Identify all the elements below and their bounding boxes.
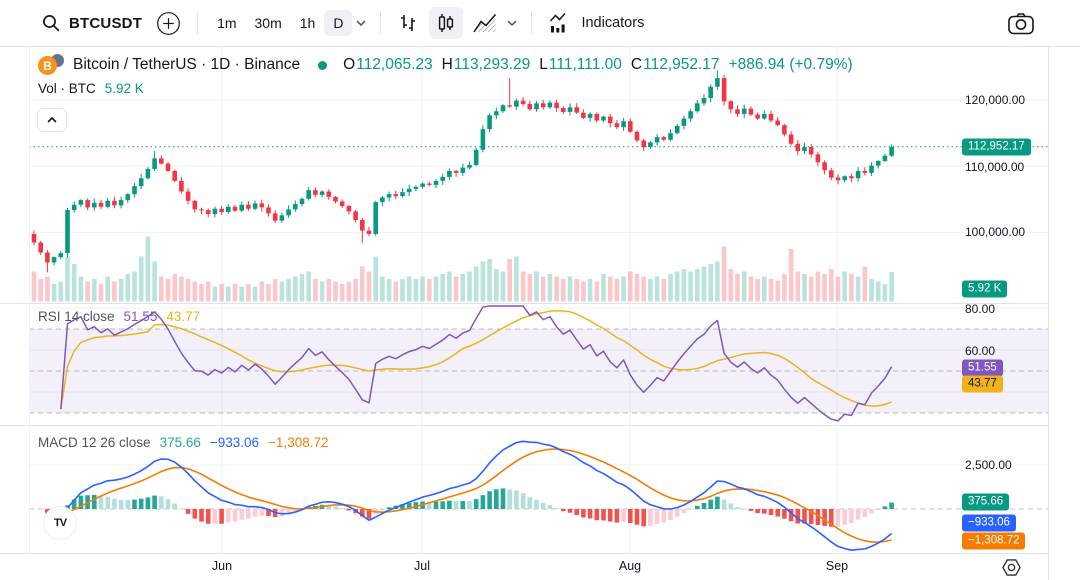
rsi-value-badge: 51.55 [962,359,1003,377]
month-label-aug: Aug [618,559,642,573]
volume-label: Vol · BTC [38,81,96,96]
rsi-axis-label-80: 80.00 [965,302,996,316]
toolbar-separator [380,12,382,34]
rsi-axis-label-60: 60.00 [965,344,996,358]
macd-line-badge: −933.06 [962,514,1016,532]
indicators-label: Indicators [581,15,645,31]
screenshot-button[interactable] [1002,7,1040,40]
pair-title[interactable]: Bitcoin / TetherUS · 1D · Binance [73,56,301,73]
chart-style-candles-button[interactable] [429,7,464,39]
rsi-title[interactable]: RSI 14 close [38,309,115,324]
volume-value: 5.92 K [104,81,144,96]
tradingview-watermark-logo[interactable]: TV [43,506,77,540]
timezone-settings-button[interactable] [999,556,1024,579]
volume-legend: Vol · BTC 5.92 K [38,81,144,96]
bitcoin-pair-logo-icon: B [38,54,65,76]
ohlc-close-label: C [630,56,643,73]
ohlc-open-label: O [343,56,356,73]
macd-title[interactable]: MACD 12 26 close [38,435,151,450]
price-axis-label-100k: 100,000.00 [965,225,1026,239]
chart-canvas[interactable] [0,47,1080,580]
timeframe-30m-button[interactable]: 30m [246,10,291,36]
settings-nut-icon [1002,559,1021,576]
toolbar-separator [531,12,533,34]
search-icon [43,15,60,32]
collapse-pane-button[interactable] [37,108,67,132]
timeframe-1d-button[interactable]: D [324,10,353,36]
macd-legend: MACD 12 26 close 375.66 −933.06 −1,308.7… [38,435,328,450]
bitcoin-logo-icon: B [38,56,57,75]
timeframe-1h-button[interactable]: 1h [291,10,325,36]
toolbar: BTCUSDT 1m 30m 1h D [0,0,1080,47]
price-axis-label-110k: 110,000.00 [965,160,1025,174]
symbol-legend: B Bitcoin / TetherUS · 1D · Binance O 11… [38,54,853,76]
change-value: +886.94 (+0.79%) [728,56,853,73]
symbol-search-button[interactable]: BTCUSDT [36,9,148,37]
macd-hist-badge: 375.66 [962,493,1010,511]
chevron-up-icon [47,117,57,123]
ohlc-high-label: H [441,56,453,73]
ohlc-low-value: 111,111.00 [548,56,622,73]
indicators-icon [550,12,567,33]
chart-style-area-button[interactable] [467,7,503,39]
compare-add-symbol-button[interactable] [150,6,187,41]
ohlc-open-value: 112,065.23 [356,56,433,73]
ohlc-low-label: L [539,56,548,73]
indicators-button[interactable]: Indicators [542,7,650,39]
macd-axis-label-2500: 2,500.00 [965,458,1012,472]
volume-badge: 5.92 K [962,280,1008,298]
chevron-down-icon [507,20,517,26]
candles-chart-icon [439,14,454,32]
rsi-value: 51.55 [123,309,158,324]
macd-line-value: −933.06 [209,435,260,450]
month-label-sep: Sep [825,559,849,573]
macd-signal-value: −1,308.72 [268,435,329,450]
ohlc-close-value: 112,952.17 [643,56,720,73]
rsi-legend: RSI 14 close 51.55 43.77 [38,309,200,324]
symbol-label: BTCUSDT [69,14,143,32]
chart-style-bars-button[interactable] [391,7,425,39]
plus-circle-icon [157,11,180,35]
area-chart-icon [473,14,497,33]
bars-chart-icon [401,15,416,31]
macd-hist-value: 375.66 [159,435,201,450]
rsi-ma-value: 43.77 [166,309,201,324]
last-price-badge: 112,952.17 [962,138,1031,156]
ohlc-high-value: 113,293.29 [453,56,531,73]
month-label-jul: Jul [414,559,430,573]
market-status-dot[interactable] [318,60,328,70]
chevron-down-icon [356,20,366,26]
timeframe-menu-button[interactable] [352,15,370,31]
rsi-ma-value-badge: 43.77 [962,375,1003,392]
macd-signal-badge: −1,308.72 [962,532,1026,550]
chart-style-menu-button[interactable] [503,15,521,31]
timeframe-1m-button[interactable]: 1m [208,10,245,36]
toolbar-separator [197,12,199,34]
month-label-jun: Jun [211,559,233,573]
price-axis-label-120k: 120,000.00 [965,93,1026,107]
camera-icon [1008,12,1034,34]
